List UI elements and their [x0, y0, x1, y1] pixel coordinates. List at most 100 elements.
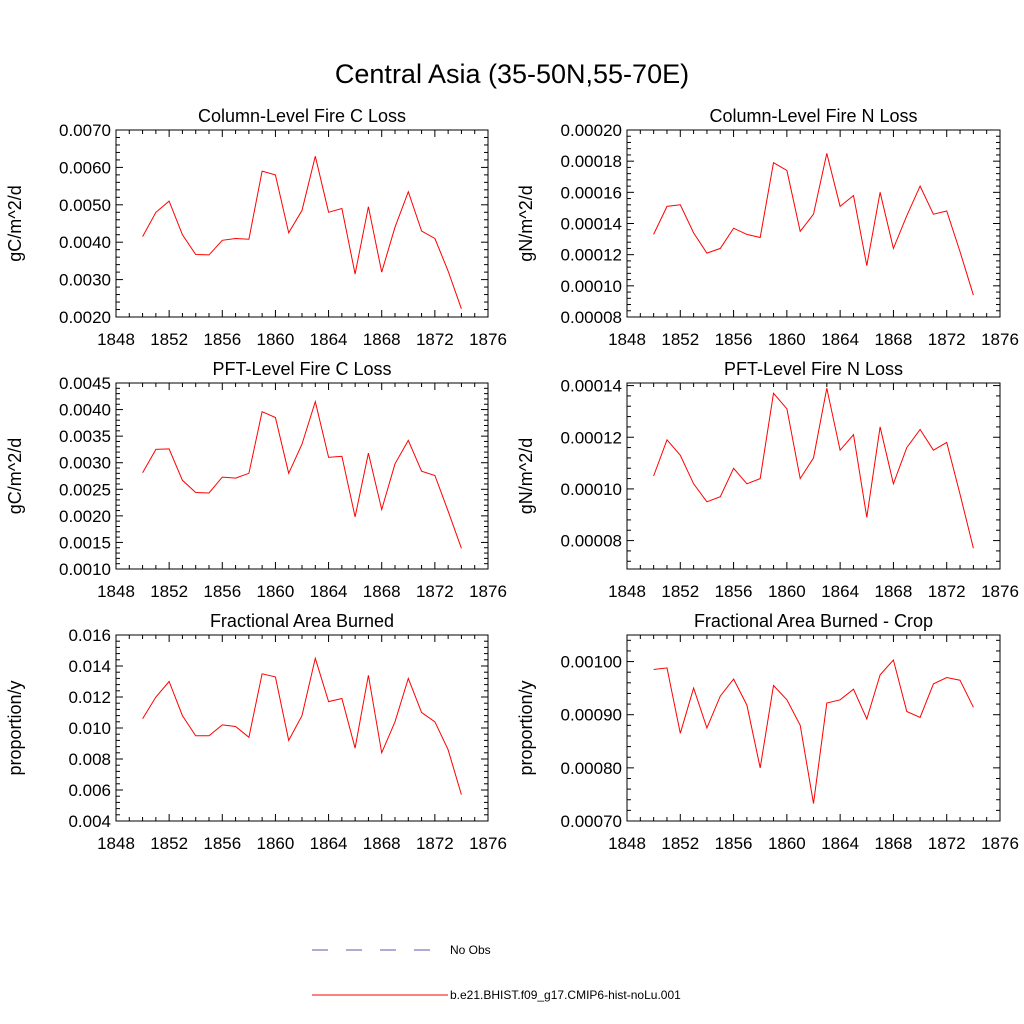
x-tick-label: 1868	[875, 834, 913, 853]
y-tick-label: 0.00010	[561, 480, 622, 499]
y-tick-label: 0.012	[68, 688, 111, 707]
x-tick-label: 1848	[608, 582, 646, 601]
chart-panel-3: PFT-Level Fire C Loss gC/m^2/d 1848 1852 185…	[5, 359, 507, 601]
chart-panels: Column-Level Fire C Loss gC/m^2/d 1848 1852…	[5, 106, 1019, 853]
chart-panel-6: Fractional Area Burned - Crop proportion/…	[516, 611, 1019, 853]
x-tick-label: 1856	[203, 582, 241, 601]
y-tick-label: 0.00090	[561, 706, 622, 725]
x-tick-label: 1864	[310, 582, 348, 601]
chart-title: Fractional Area Burned	[210, 611, 394, 631]
plot-frame	[626, 382, 1001, 570]
x-tick-label: 1860	[257, 582, 295, 601]
x-tick-label: 1876	[469, 834, 507, 853]
y-axis-label: gN/m^2/d	[516, 438, 536, 514]
x-tick-label: 1848	[97, 330, 135, 349]
x-tick-label: 1860	[257, 834, 295, 853]
x-tick-label: 1848	[608, 330, 646, 349]
chart-title: PFT-Level Fire N Loss	[724, 359, 903, 379]
x-tick-label: 1868	[363, 582, 401, 601]
x-tick-label: 1860	[768, 330, 806, 349]
x-tick-label: 1848	[97, 834, 135, 853]
plot-frame	[626, 129, 1001, 318]
series-line-1	[142, 656, 462, 795]
x-tick-label: 1864	[821, 582, 859, 601]
y-tick-label: 0.0025	[59, 480, 111, 499]
y-tick-label: 0.00008	[561, 532, 622, 551]
x-tick-label: 1856	[715, 330, 753, 349]
legend-model-label: b.e21.BHIST.f09_g17.CMIP6-hist-noLu.001	[450, 988, 681, 1002]
x-tick-label: 1872	[416, 582, 454, 601]
y-tick-label: 0.00016	[561, 183, 622, 202]
y-tick-label: 0.0030	[59, 271, 111, 290]
series-line-1	[653, 658, 974, 804]
x-tick-label: 1856	[203, 834, 241, 853]
x-tick-label: 1864	[821, 834, 859, 853]
x-tick-label: 1856	[715, 582, 753, 601]
y-tick-label: 0.00012	[561, 246, 622, 265]
y-tick-label: 0.0030	[59, 454, 111, 473]
x-tick-label: 1856	[203, 330, 241, 349]
x-tick-label: 1876	[981, 582, 1019, 601]
chart-title: Column-Level Fire C Loss	[198, 106, 406, 126]
x-tick-label: 1876	[981, 330, 1019, 349]
x-tick-label: 1872	[416, 330, 454, 349]
y-tick-label: 0.0040	[59, 401, 111, 420]
y-tick-label: 0.014	[68, 657, 111, 676]
x-tick-label: 1852	[150, 330, 188, 349]
y-tick-label: 0.004	[68, 812, 111, 831]
page-title: Central Asia (35-50N,55-70E)	[335, 59, 689, 89]
chart-panel-2: Column-Level Fire N Loss gN/m^2/d 1848 1852…	[516, 106, 1019, 349]
chart-panel-1: Column-Level Fire C Loss gC/m^2/d 1848 1852…	[5, 106, 507, 349]
x-tick-label: 1860	[768, 582, 806, 601]
chart-title: Column-Level Fire N Loss	[709, 106, 917, 126]
y-tick-label: 0.0015	[59, 533, 111, 552]
y-tick-label: 0.0010	[59, 560, 111, 579]
y-tick-label: 0.00014	[561, 215, 622, 234]
chart-panel-5: Fractional Area Burned proportion/y 1848 18…	[5, 611, 507, 853]
x-tick-label: 1848	[608, 834, 646, 853]
y-tick-label: 0.00080	[561, 759, 622, 778]
x-tick-label: 1872	[416, 834, 454, 853]
x-tick-label: 1868	[875, 330, 913, 349]
y-tick-label: 0.0070	[59, 121, 111, 140]
y-tick-label: 0.0060	[59, 158, 111, 177]
y-tick-label: 0.00018	[561, 152, 622, 171]
y-tick-label: 0.0045	[59, 374, 111, 393]
y-axis-label: proportion/y	[5, 680, 25, 775]
x-tick-label: 1860	[257, 330, 295, 349]
plot-frame	[626, 634, 1001, 822]
x-tick-label: 1868	[363, 330, 401, 349]
x-tick-label: 1864	[310, 834, 348, 853]
y-tick-label: 0.0040	[59, 233, 111, 252]
x-tick-label: 1852	[150, 582, 188, 601]
legend-obs-label: No Obs	[450, 943, 491, 957]
y-tick-label: 0.00100	[561, 653, 622, 672]
x-tick-label: 1856	[715, 834, 753, 853]
y-axis-label: gC/m^2/d	[5, 438, 25, 514]
y-axis-label: gC/m^2/d	[5, 185, 25, 261]
x-tick-label: 1852	[150, 834, 188, 853]
x-tick-label: 1864	[821, 330, 859, 349]
x-tick-label: 1852	[661, 834, 699, 853]
x-tick-label: 1876	[469, 330, 507, 349]
plot-frame	[115, 634, 489, 822]
y-axis-label: proportion/y	[516, 680, 536, 775]
y-tick-label: 0.00070	[561, 812, 622, 831]
x-tick-label: 1868	[875, 582, 913, 601]
y-tick-label: 0.00012	[561, 428, 622, 447]
y-tick-label: 0.008	[68, 750, 111, 769]
y-axis-label: gN/m^2/d	[516, 185, 536, 261]
legend: No Obs b.e21.BHIST.f09_g17.CMIP6-hist-no…	[312, 943, 681, 1002]
x-tick-label: 1864	[310, 330, 348, 349]
y-tick-label: 0.006	[68, 781, 111, 800]
y-tick-label: 0.016	[68, 626, 111, 645]
y-tick-label: 0.00008	[561, 308, 622, 327]
x-tick-label: 1852	[661, 582, 699, 601]
x-tick-label: 1868	[363, 834, 401, 853]
x-tick-label: 1876	[981, 834, 1019, 853]
y-tick-label: 0.00014	[561, 377, 622, 396]
x-tick-label: 1876	[469, 582, 507, 601]
y-tick-label: 0.00010	[561, 277, 622, 296]
plot-frame	[115, 382, 489, 570]
